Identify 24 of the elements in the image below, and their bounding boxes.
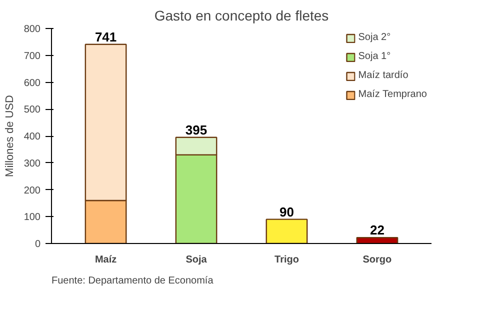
y-tick-label: 600 bbox=[24, 78, 41, 89]
y-tick-label: 0 bbox=[34, 239, 41, 250]
total-label: 395 bbox=[185, 122, 208, 138]
x-tick-label: Maíz bbox=[94, 254, 117, 266]
y-tick-label: 400 bbox=[24, 132, 41, 142]
total-label: 22 bbox=[370, 222, 384, 238]
source-note: Fuente: Departamento de Economía bbox=[52, 276, 214, 286]
y-tick-label: 100 bbox=[24, 212, 41, 224]
y-axis-title: Millones de USD bbox=[4, 94, 16, 177]
x-tick-label: Soja bbox=[186, 254, 208, 266]
y-tick-label: 500 bbox=[24, 104, 41, 116]
y-tick-label: 800 bbox=[24, 24, 41, 35]
total-label: 741 bbox=[94, 29, 117, 44]
y-tick-label: 300 bbox=[24, 158, 41, 170]
x-tick-label: Sorgo bbox=[362, 254, 392, 266]
y-tick-label: 200 bbox=[24, 185, 41, 196]
y-tick-label: 700 bbox=[24, 50, 41, 62]
total-label: 90 bbox=[280, 204, 294, 220]
legend-label: Soja 1° bbox=[358, 51, 391, 62]
legend-label: Maíz tardío bbox=[358, 70, 408, 81]
legend-label: Soja 2° bbox=[358, 32, 391, 43]
x-tick-label: Trigo bbox=[274, 254, 299, 266]
chart-title: Gasto en concepto de fletes bbox=[154, 8, 329, 24]
legend-label: Maíz Temprano bbox=[358, 89, 427, 100]
